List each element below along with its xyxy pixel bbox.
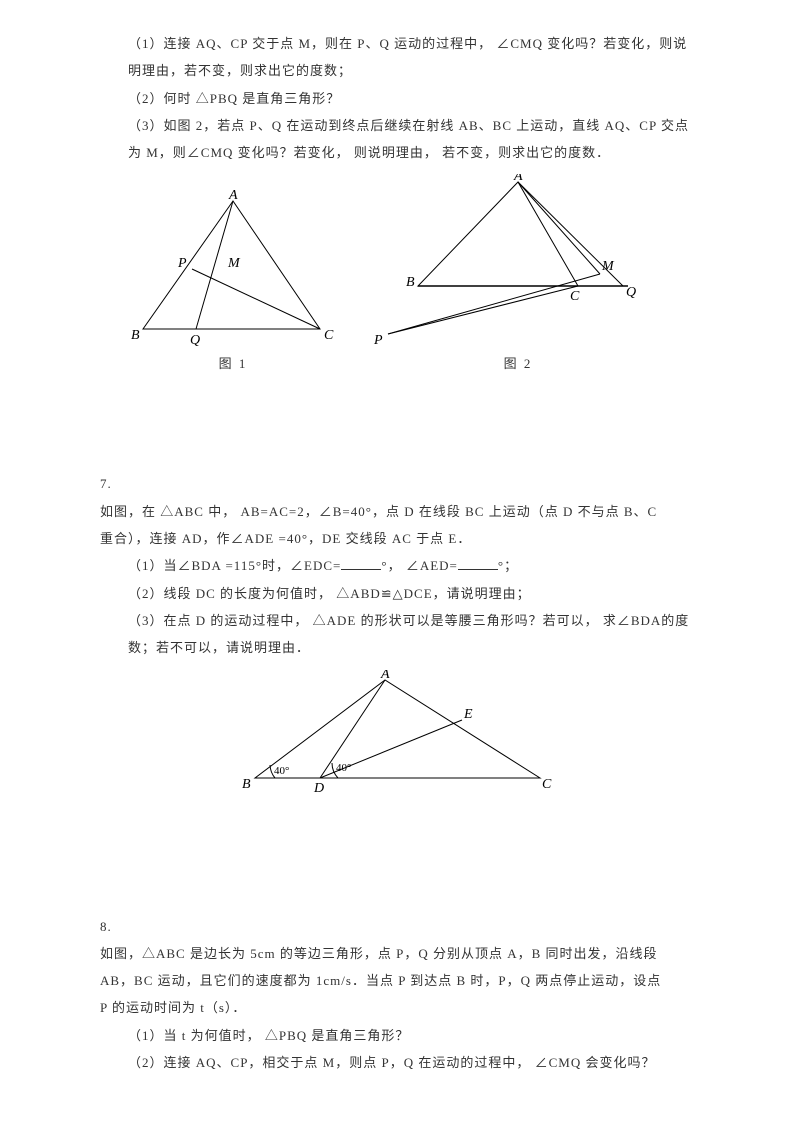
q6-figures: A B C P Q M 图 1 [100,174,700,372]
q6-part1: （1）连接 AQ、CP 交于点 M，则在 P、Q 运动的过程中， ∠CMQ 变化… [100,30,700,85]
q6f2-label-A: A [513,174,523,184]
q6f2-label-B: B [406,275,415,290]
q7-blank-1 [341,556,381,570]
q6-figure-1: A B C P Q M 图 1 [128,189,338,372]
q7-stem: 如图，在 △ABC 中， AB=AC=2，∠B=40°，点 D 在线段 BC 上… [100,498,672,553]
q7-label-E: E [463,707,473,722]
q6-fig2-caption: 图 2 [368,353,668,372]
q6-fig1-caption: 图 1 [128,353,338,372]
q7-figure: A B C D E 40° 40° [100,670,700,795]
q7-p1-text-c: °； [498,558,518,573]
question-7: 7. 如图，在 △ABC 中， AB=AC=2，∠B=40°，点 D 在线段 B… [100,470,700,794]
q7-label-C: C [542,777,552,792]
q6f2-label-C: C [570,289,580,304]
q7-part3: （3）在点 D 的运动过程中， △ADE 的形状可以是等腰三角形吗？若可以， 求… [100,607,700,662]
q7-label-B: B [242,777,251,792]
q6f1-label-B: B [131,328,140,343]
q7-label-A: A [380,670,390,682]
q7-number: 7. [100,470,128,497]
q6-part3: （3）如图 2，若点 P、Q 在运动到终点后继续在射线 AB、BC 上运动，直线… [100,112,700,167]
q7-p1-text-b: °， ∠AED= [381,558,458,573]
q6f2-label-Q: Q [626,285,636,300]
q7-part2: （2）线段 DC 的长度为何值时， △ABD≌△DCE，请说明理由； [100,580,700,607]
q7-angle-40-2: 40° [336,762,351,774]
q6f1-label-Q: Q [190,333,200,348]
q7-blank-2 [458,556,498,570]
q7-p1-text-a: （1）当∠BDA =115°时，∠EDC= [128,558,341,573]
q6f1-label-A: A [228,189,238,203]
question-8: 8. 如图，△ABC 是边长为 5cm 的等边三角形，点 P，Q 分别从顶点 A… [100,913,700,1077]
q6f1-label-M: M [227,256,241,271]
q6-part2: （2）何时 △PBQ 是直角三角形？ [100,85,700,112]
q7-part1: （1）当∠BDA =115°时，∠EDC= °， ∠AED= °； [100,552,700,579]
q6-figure-2: A B C Q M P 图 2 [368,174,668,372]
q6f2-label-P: P [373,333,383,348]
q8-part1: （1）当 t 为何值时， △PBQ 是直角三角形？ [100,1022,700,1049]
q8-part2: （2）连接 AQ、CP，相交于点 M，则点 P，Q 在运动的过程中， ∠CMQ … [100,1049,700,1076]
q7-label-D: D [313,781,324,795]
q8-stem: 如图，△ABC 是边长为 5cm 的等边三角形，点 P，Q 分别从顶点 A，B … [100,940,672,1022]
question-6-continued: （1）连接 AQ、CP 交于点 M，则在 P、Q 运动的过程中， ∠CMQ 变化… [100,30,700,372]
q7-angle-40-1: 40° [274,765,289,777]
q6f1-label-P: P [177,256,187,271]
q6f2-label-M: M [601,259,615,274]
q8-number: 8. [100,913,128,940]
q6f1-label-C: C [324,328,334,343]
